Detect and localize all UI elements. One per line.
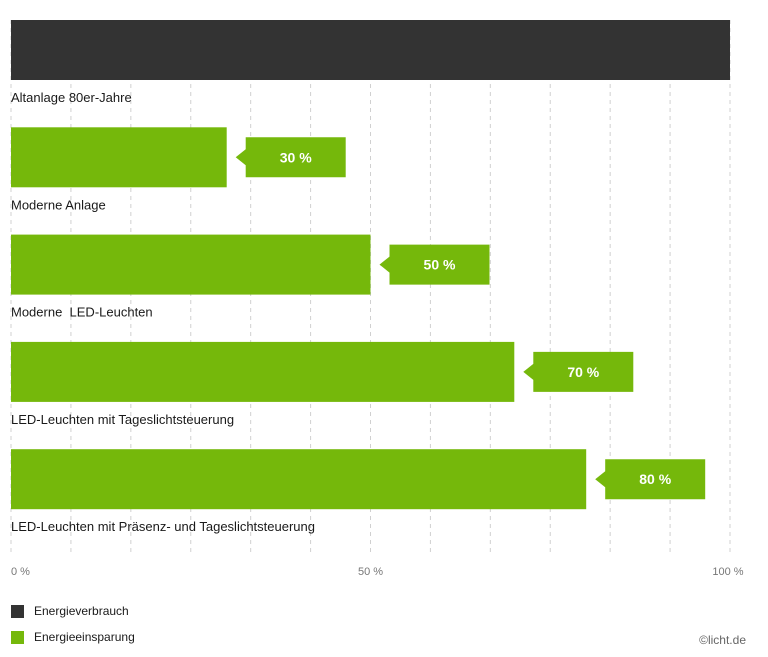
data-label: 80 % xyxy=(639,471,671,487)
x-tick-label: 50 % xyxy=(358,566,383,578)
bar xyxy=(11,234,371,295)
data-label-box xyxy=(379,244,490,285)
data-label: 70 % xyxy=(567,364,599,380)
legend-label: Energieeinsparung xyxy=(34,630,135,644)
bar xyxy=(11,341,515,402)
data-label-box xyxy=(235,137,346,178)
data-label: 50 % xyxy=(424,257,456,273)
category-label: Moderne LED-Leuchten xyxy=(11,305,153,320)
legend-swatch-energieverbrauch xyxy=(11,604,24,618)
credit-text: ©licht.de xyxy=(699,633,746,647)
bar xyxy=(11,20,730,80)
data-label-box xyxy=(595,459,706,500)
category-label: LED-Leuchten mit Tageslichtsteuerung xyxy=(11,412,234,427)
bar-chart: 0 % 50 % 100 % Altanlage 80er-Jahre Moderne … xyxy=(10,20,744,578)
bar xyxy=(11,449,587,510)
bar xyxy=(11,127,227,188)
legend-swatch-energieeinsparung xyxy=(11,630,24,644)
data-label-box xyxy=(523,351,634,392)
category-label: Altanlage 80er-Jahre xyxy=(11,90,132,105)
category-label: LED-Leuchten mit Präsenz- und Tageslicht… xyxy=(11,519,315,534)
category-label: Moderne Anlage xyxy=(11,197,106,212)
x-tick-label: 100 % xyxy=(712,566,743,578)
legend-label: Energieverbrauch xyxy=(34,604,129,618)
legend-item-energieverbrauch: Energieverbrauch xyxy=(11,604,129,618)
x-tick-label: 0 % xyxy=(11,566,30,578)
data-label: 30 % xyxy=(280,149,312,165)
legend-item-energieeinsparung: Energieeinsparung xyxy=(11,630,135,644)
